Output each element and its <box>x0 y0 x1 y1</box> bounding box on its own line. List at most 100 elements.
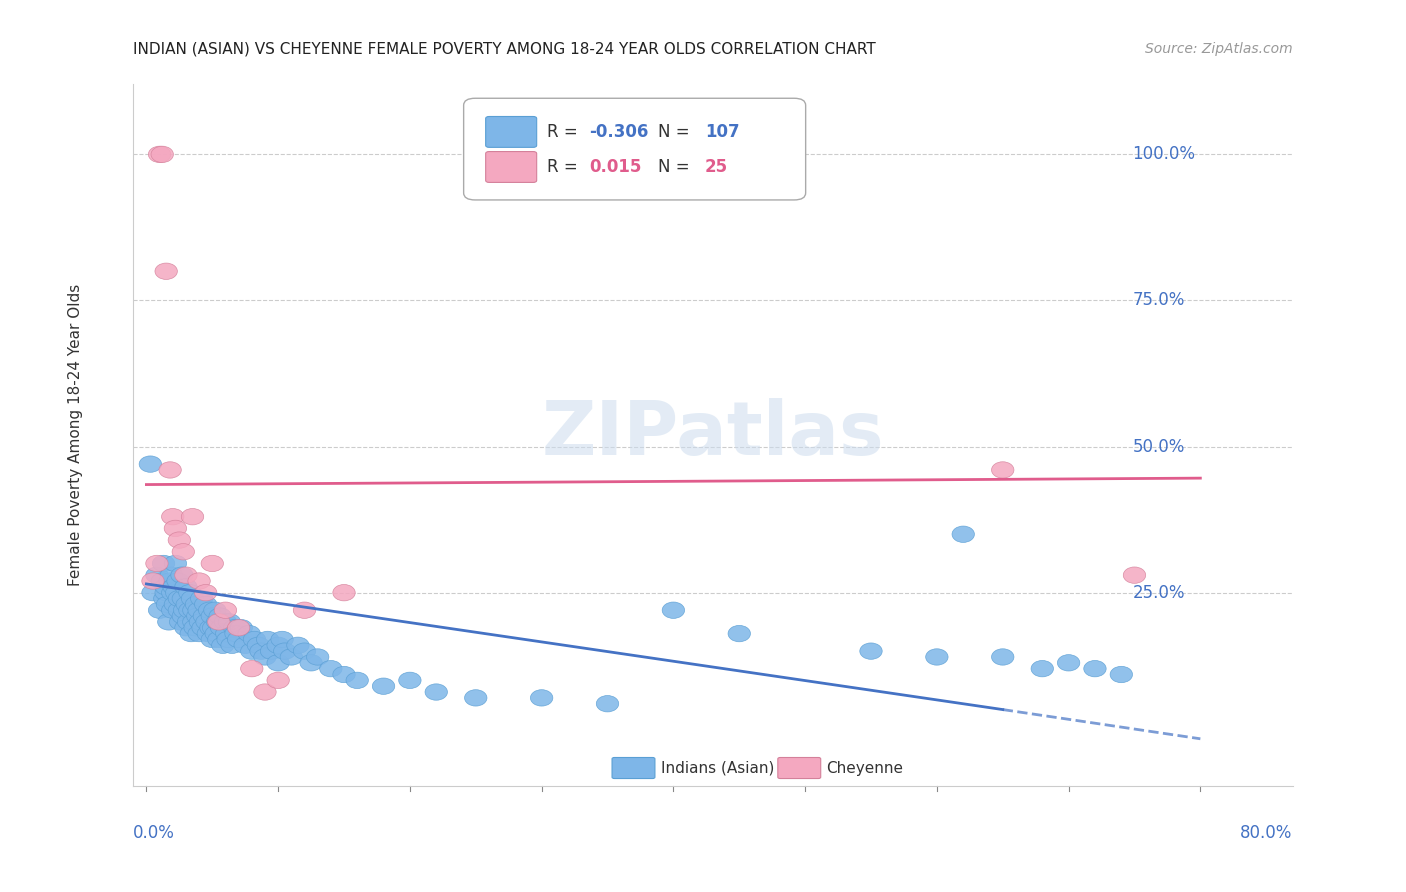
Ellipse shape <box>172 591 194 607</box>
Ellipse shape <box>207 614 229 630</box>
Ellipse shape <box>247 637 270 654</box>
Text: INDIAN (ASIAN) VS CHEYENNE FEMALE POVERTY AMONG 18-24 YEAR OLDS CORRELATION CHAR: INDIAN (ASIAN) VS CHEYENNE FEMALE POVERT… <box>134 41 876 56</box>
Ellipse shape <box>165 556 187 572</box>
Ellipse shape <box>728 625 751 641</box>
Ellipse shape <box>162 584 184 601</box>
Ellipse shape <box>173 602 195 618</box>
Ellipse shape <box>165 520 187 537</box>
Ellipse shape <box>183 602 205 618</box>
Ellipse shape <box>174 579 197 595</box>
Text: 75.0%: 75.0% <box>1133 292 1185 310</box>
Ellipse shape <box>233 637 256 654</box>
Ellipse shape <box>187 607 209 624</box>
Ellipse shape <box>139 456 162 472</box>
Ellipse shape <box>165 596 187 613</box>
Ellipse shape <box>228 620 250 636</box>
Ellipse shape <box>195 614 218 630</box>
Ellipse shape <box>194 584 217 601</box>
Ellipse shape <box>150 573 173 590</box>
Ellipse shape <box>193 607 215 624</box>
Text: 50.0%: 50.0% <box>1133 438 1185 456</box>
Ellipse shape <box>530 690 553 706</box>
Ellipse shape <box>221 637 243 654</box>
Ellipse shape <box>208 614 231 630</box>
Ellipse shape <box>156 596 179 613</box>
Ellipse shape <box>294 643 316 659</box>
Ellipse shape <box>267 673 290 689</box>
Ellipse shape <box>218 614 240 630</box>
Ellipse shape <box>169 532 191 549</box>
Ellipse shape <box>163 579 186 595</box>
Ellipse shape <box>201 556 224 572</box>
Ellipse shape <box>464 690 486 706</box>
Ellipse shape <box>1111 666 1132 682</box>
Ellipse shape <box>991 462 1014 478</box>
Text: 107: 107 <box>704 123 740 141</box>
Text: R =: R = <box>547 158 583 176</box>
Ellipse shape <box>333 584 356 601</box>
Ellipse shape <box>149 602 170 618</box>
Ellipse shape <box>169 591 191 607</box>
Ellipse shape <box>240 643 263 659</box>
Ellipse shape <box>208 632 231 648</box>
Ellipse shape <box>172 543 194 560</box>
Ellipse shape <box>198 602 221 618</box>
Ellipse shape <box>260 643 283 659</box>
Ellipse shape <box>190 614 212 630</box>
Ellipse shape <box>860 643 882 659</box>
Ellipse shape <box>186 596 208 613</box>
Ellipse shape <box>294 602 316 618</box>
Text: 100.0%: 100.0% <box>1133 145 1195 163</box>
Ellipse shape <box>991 648 1014 665</box>
Ellipse shape <box>162 602 184 618</box>
Ellipse shape <box>299 655 322 671</box>
Ellipse shape <box>240 660 263 677</box>
Ellipse shape <box>217 632 239 648</box>
Ellipse shape <box>425 684 447 700</box>
Text: Source: ZipAtlas.com: Source: ZipAtlas.com <box>1144 42 1292 56</box>
Ellipse shape <box>142 573 165 590</box>
Ellipse shape <box>287 637 309 654</box>
Ellipse shape <box>153 591 176 607</box>
Text: 25.0%: 25.0% <box>1133 583 1185 602</box>
Ellipse shape <box>253 648 276 665</box>
Ellipse shape <box>179 602 201 618</box>
Ellipse shape <box>231 620 253 636</box>
Ellipse shape <box>181 508 204 524</box>
Ellipse shape <box>280 648 302 665</box>
Ellipse shape <box>184 620 207 636</box>
Ellipse shape <box>155 579 177 595</box>
Ellipse shape <box>271 632 294 648</box>
Ellipse shape <box>159 573 181 590</box>
Ellipse shape <box>215 625 238 641</box>
Ellipse shape <box>155 584 177 601</box>
Text: Indians (Asian): Indians (Asian) <box>661 761 775 775</box>
Ellipse shape <box>174 620 197 636</box>
Text: 0.015: 0.015 <box>589 158 641 176</box>
Ellipse shape <box>170 567 193 583</box>
Ellipse shape <box>146 567 169 583</box>
Ellipse shape <box>197 625 219 641</box>
Ellipse shape <box>952 526 974 542</box>
Ellipse shape <box>225 625 247 641</box>
Text: -0.306: -0.306 <box>589 123 648 141</box>
Ellipse shape <box>181 591 204 607</box>
Ellipse shape <box>204 602 226 618</box>
Ellipse shape <box>201 607 224 624</box>
Text: Female Poverty Among 18-24 Year Olds: Female Poverty Among 18-24 Year Olds <box>67 284 83 586</box>
Ellipse shape <box>1123 567 1146 583</box>
Ellipse shape <box>167 573 190 590</box>
Ellipse shape <box>177 614 200 630</box>
Ellipse shape <box>267 655 290 671</box>
Text: N =: N = <box>658 158 696 176</box>
Ellipse shape <box>201 632 224 648</box>
Ellipse shape <box>209 607 232 624</box>
FancyBboxPatch shape <box>612 757 655 779</box>
Ellipse shape <box>176 596 198 613</box>
Ellipse shape <box>333 666 356 682</box>
Text: R =: R = <box>547 123 583 141</box>
Ellipse shape <box>250 643 273 659</box>
Ellipse shape <box>346 673 368 689</box>
Ellipse shape <box>169 602 191 618</box>
Ellipse shape <box>596 696 619 712</box>
